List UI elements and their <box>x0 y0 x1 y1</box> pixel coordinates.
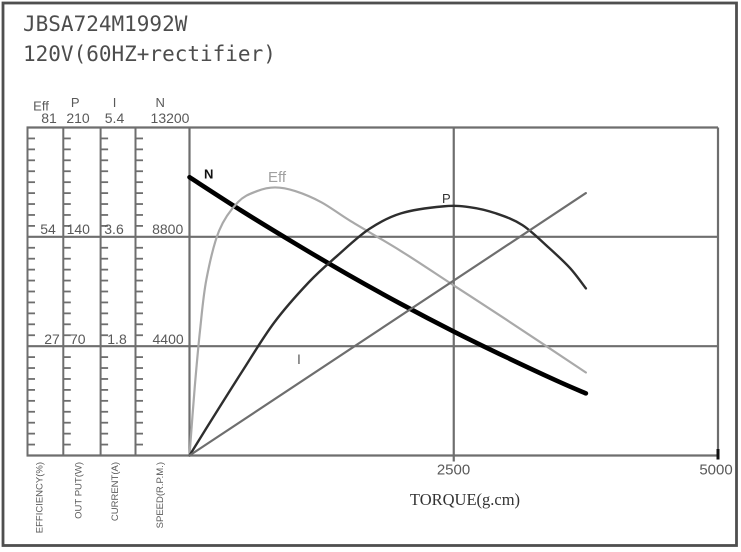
current-low-value: 1.8 <box>107 331 127 347</box>
axis-name-current: CURRENT(A) <box>110 462 121 521</box>
axis-name-speed: SPEED(R.P.M.) <box>155 462 166 528</box>
x-tick-2500: 2500 <box>437 462 470 479</box>
page-title-model: JBSA724M1992W <box>23 12 188 36</box>
current-mid-value: 3.6 <box>104 221 124 237</box>
curve-label-Eff: Eff <box>268 169 287 186</box>
speed-low-value: 4400 <box>153 331 184 347</box>
axis-header-speed: N <box>156 95 165 110</box>
speed-max-value: 13200 <box>151 110 190 126</box>
page-title-voltage: 120V(60HZ+rectifier) <box>23 42 276 66</box>
eff-low-value: 27 <box>44 331 60 347</box>
curve-layer: N Eff P I <box>187 167 589 457</box>
x-axis-title: TORQUE(g.cm) <box>410 490 520 509</box>
curve-I <box>188 192 587 457</box>
x-tick-5000: 5000 <box>699 462 732 479</box>
curve-label-P: P <box>442 191 451 206</box>
curve-Eff <box>188 186 587 457</box>
curve-P <box>188 204 588 457</box>
grid-layer <box>26 126 720 462</box>
axis-name-efficiency: EFFICIENCY(%) <box>35 462 46 533</box>
eff-mid-value: 54 <box>40 221 56 237</box>
output-low-value: 70 <box>70 331 86 347</box>
output-max-value: 210 <box>66 110 90 126</box>
curve-label-N: N <box>204 167 213 182</box>
speed-mid-value: 8800 <box>152 221 183 237</box>
curve-label-I: I <box>297 351 301 367</box>
curve-N <box>187 174 589 396</box>
output-mid-value: 140 <box>67 221 91 237</box>
axis-header-output: P <box>71 95 80 110</box>
axis-header-current: I <box>113 95 117 110</box>
axis-name-output: OUT PUT(W) <box>74 462 85 519</box>
axis-header-eff: Eff <box>33 99 49 114</box>
eff-max-value: 81 <box>41 110 57 126</box>
current-max-value: 5.4 <box>105 110 125 126</box>
